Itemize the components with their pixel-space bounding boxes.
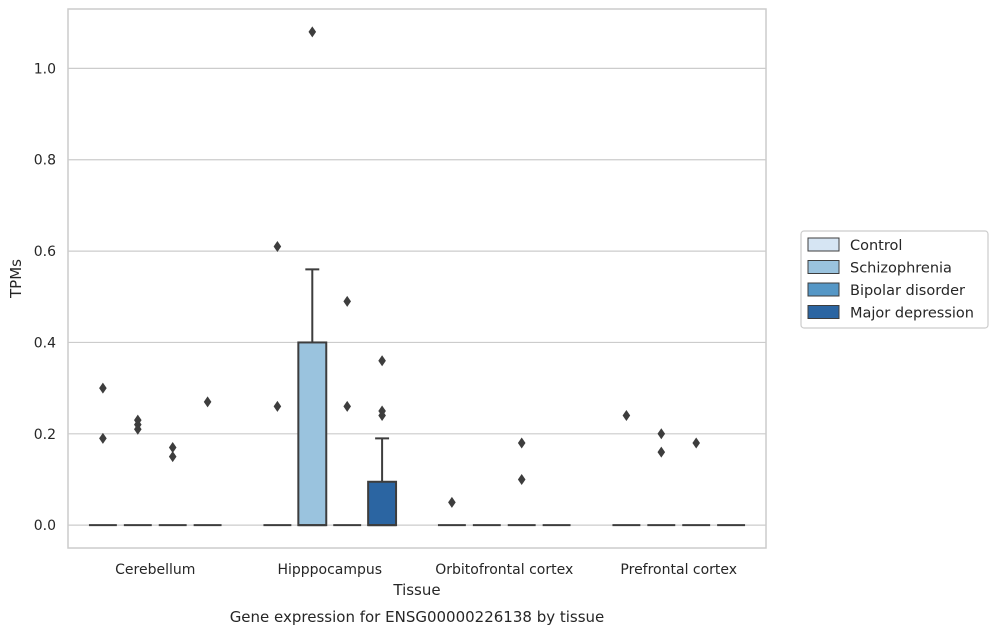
x-tick-labels: Cerebellum Hipppocampus Orbitofrontal cort… <box>115 562 737 578</box>
box-bipolar-disorder <box>333 295 362 527</box>
outlier-point <box>99 382 107 394</box>
outlier-point <box>134 414 142 426</box>
outlier-point <box>168 451 177 463</box>
boxes <box>88 26 746 527</box>
y-tick-label: 0.2 <box>34 427 56 443</box>
box-bipolar-disorder <box>158 442 187 527</box>
outlier-point <box>517 473 526 485</box>
box-major-depression <box>367 355 398 527</box>
box-iqr <box>297 341 328 527</box>
box-schizophrenia <box>123 414 152 527</box>
outlier-point <box>168 442 177 454</box>
outlier-point <box>378 405 386 417</box>
y-tick-label: 1.0 <box>34 61 56 77</box>
y-tick-label: 0.4 <box>34 335 56 351</box>
x-tick-label: Prefrontal cortex <box>620 562 737 578</box>
box-control <box>437 496 466 527</box>
outlier-point <box>378 355 386 367</box>
outlier-point <box>343 295 351 307</box>
outlier-point <box>343 400 351 412</box>
outlier-point <box>517 437 526 449</box>
y-tick-labels: 0.0 0.2 0.4 0.6 0.8 1.0 <box>34 61 56 534</box>
x-axis-label: Tissue <box>392 581 440 599</box>
legend-swatch <box>807 237 840 252</box>
legend-label: Bipolar disorder <box>850 283 965 299</box>
outlier-point <box>273 241 282 253</box>
outlier-point <box>203 396 212 408</box>
outlier-point <box>692 437 700 449</box>
legend: Control Schizophrenia Bipolar disorder Majo… <box>800 230 989 329</box>
box-control <box>88 382 117 527</box>
outlier-point <box>308 26 317 38</box>
y-tick-label: 0.8 <box>34 153 56 169</box>
legend-swatch <box>807 305 840 319</box>
box-schizophrenia <box>297 26 328 527</box>
y-tick-label: 0.6 <box>34 244 56 260</box>
legend-label: Schizophrenia <box>850 261 952 277</box>
legend-label: Control <box>850 238 902 254</box>
box-schizophrenia <box>647 428 676 527</box>
legend-label: Major depression <box>850 306 974 322</box>
x-tick-label: Cerebellum <box>115 562 195 578</box>
chart-caption: Gene expression for ENSG00000226138 by t… <box>230 608 605 626</box>
plot-frame <box>67 8 767 549</box>
outlier-point <box>622 410 631 422</box>
outlier-point <box>657 428 666 440</box>
y-tick-label: 0.0 <box>34 518 56 534</box>
legend-box <box>800 230 989 329</box>
y-axis-label: TPMs <box>7 259 25 299</box>
x-tick-label: Hipppocampus <box>277 562 382 578</box>
legend-swatch <box>807 282 840 297</box>
legend-swatch <box>807 260 840 274</box>
box-control <box>263 241 292 527</box>
x-tick-label: Orbitofrontal cortex <box>435 562 573 578</box>
box-iqr <box>367 480 398 527</box>
outlier-point <box>99 432 107 444</box>
box-bipolar-disorder <box>682 437 711 527</box>
box-bipolar-disorder <box>507 437 536 527</box>
outlier-point <box>448 496 456 508</box>
box-control <box>612 410 641 527</box>
box-major-depression <box>193 396 222 527</box>
outlier-point <box>657 446 666 458</box>
outlier-point <box>273 400 282 412</box>
